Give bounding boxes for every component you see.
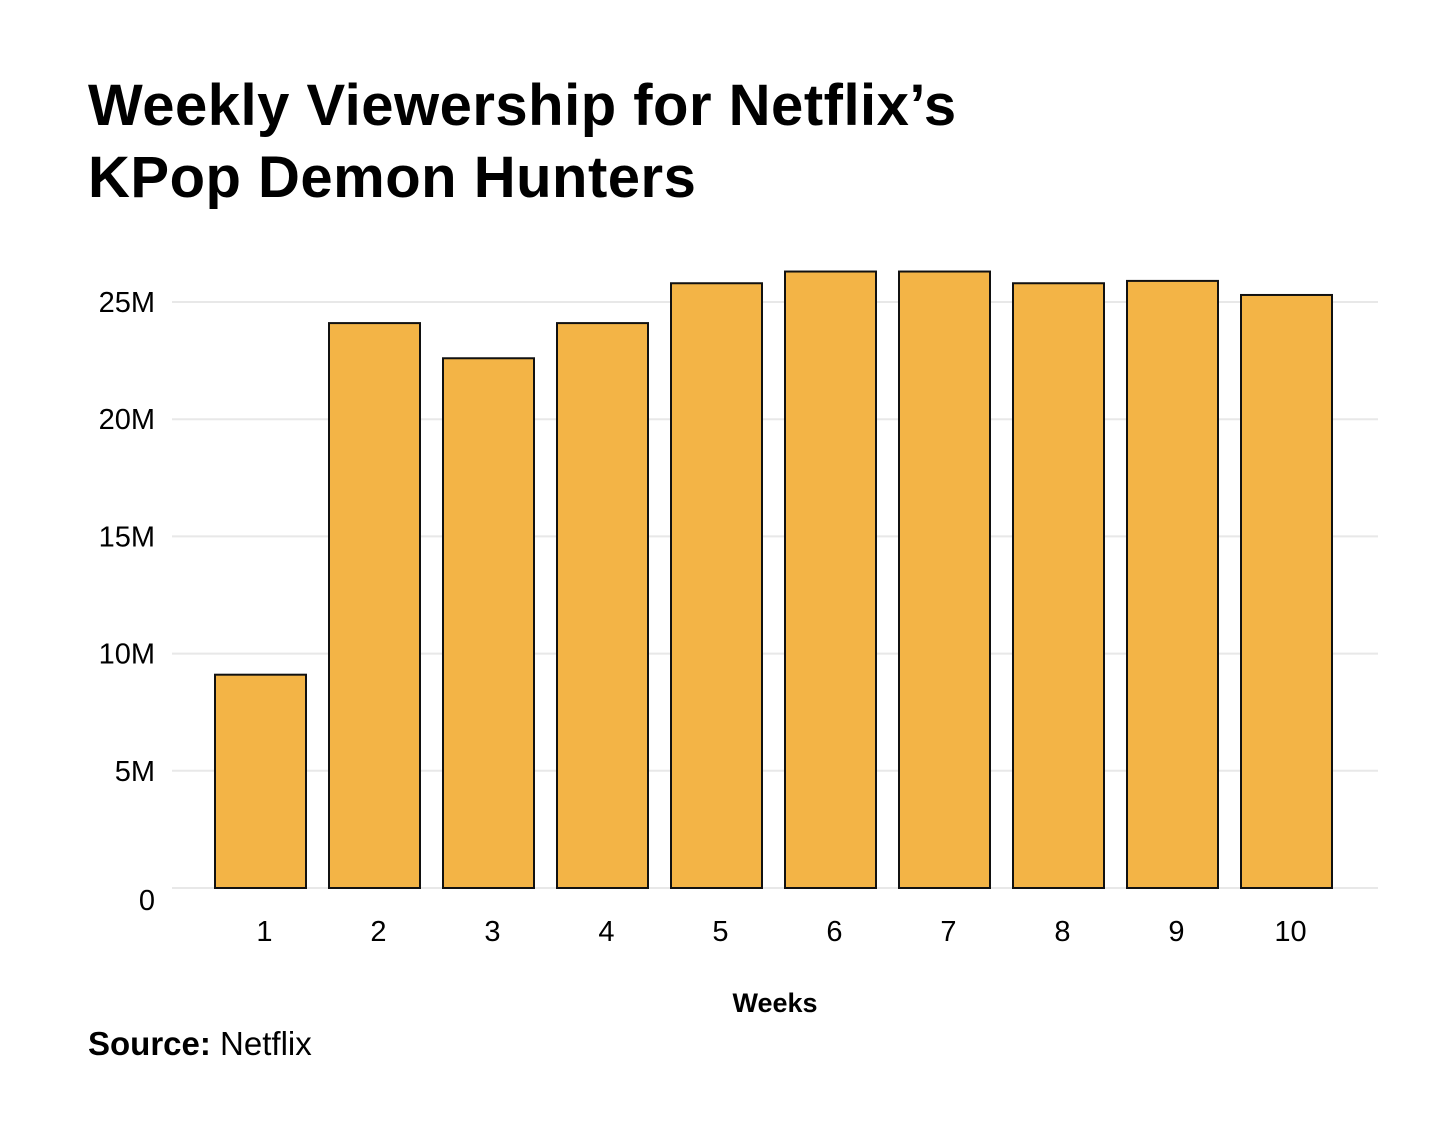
chart-title-line-2: KPop Demon Hunters: [88, 145, 697, 210]
y-tick-label: 0: [139, 885, 155, 917]
x-tick-label: 4: [598, 916, 614, 948]
y-tick-label: 20M: [99, 404, 155, 436]
chart-title: Weekly Viewership for Netflix’s KPop Dem…: [88, 70, 1188, 214]
y-tick-label: 10M: [99, 639, 155, 671]
bar-week-7: [898, 270, 991, 889]
bar-week-1: [214, 673, 307, 889]
x-tick-label: 7: [940, 916, 956, 948]
x-axis-tick-labels: 1 2 3 4 5 6 7 8 9 10: [256, 916, 1306, 948]
y-tick-label: 25M: [99, 287, 155, 319]
source-value: Netflix: [220, 1025, 312, 1062]
bar-week-6: [784, 270, 877, 889]
x-tick-label: 2: [370, 916, 386, 948]
x-axis-title: Weeks: [732, 988, 817, 1018]
x-tick-label: 9: [1168, 916, 1184, 948]
y-tick-label: 5M: [115, 756, 155, 788]
x-tick-label: 5: [712, 916, 728, 948]
source-label: Source:: [88, 1025, 211, 1062]
bar-week-8: [1012, 282, 1105, 889]
chart-title-line-1: Weekly Viewership for Netflix’s: [88, 73, 957, 138]
bar-week-9: [1126, 279, 1219, 889]
x-tick-label: 10: [1274, 916, 1306, 948]
bar-week-5: [670, 282, 763, 889]
bars: [214, 270, 1333, 890]
y-tick-label: 15M: [99, 521, 155, 553]
bar-week-3: [442, 357, 535, 890]
source-note: Source: Netflix: [88, 1022, 312, 1066]
bar-week-2: [328, 322, 421, 889]
x-tick-label: 6: [826, 916, 842, 948]
x-tick-label: 3: [484, 916, 500, 948]
x-tick-label: 8: [1054, 916, 1070, 948]
bar-week-10: [1240, 293, 1333, 889]
bar-week-4: [556, 322, 649, 889]
x-tick-label: 1: [256, 916, 272, 948]
y-axis-tick-labels: 0 5M 10M 15M 20M 25M: [99, 287, 155, 917]
